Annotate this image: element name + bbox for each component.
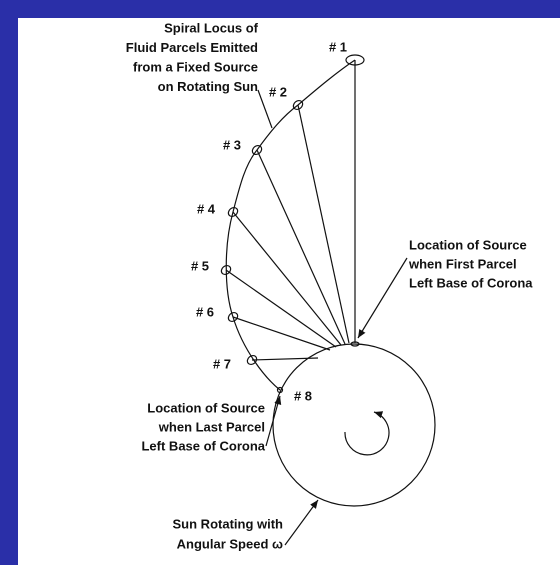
annotation: Left Base of Corona (141, 438, 265, 453)
panel (18, 18, 560, 565)
annotation: Angular Speed ω (177, 536, 283, 551)
annotation: Fluid Parcels Emitted (126, 40, 258, 55)
parcel-label: # 5 (191, 258, 209, 273)
annotation: from a Fixed Source (133, 59, 258, 74)
parcel-label: # 6 (196, 304, 214, 319)
diagram: # 1 # 2 # 3 # 4 # 5 # 6 # 7 # 8 Spiral Locus of F… (0, 0, 560, 565)
parcel-label: # 3 (223, 137, 241, 152)
parcel-label: # 4 (197, 201, 216, 216)
annotation: Location of Source (147, 400, 265, 415)
annotation: Spiral Locus of (164, 20, 259, 35)
page: # 1 # 2 # 3 # 4 # 5 # 6 # 7 # 8 Spiral Locus of F… (0, 0, 560, 565)
annotation: Left Base of Corona (409, 275, 533, 290)
annotation: when First Parcel (408, 256, 517, 271)
annotation: on Rotating Sun (158, 79, 258, 94)
parcel-label: # 8 (294, 388, 312, 403)
parcel-label: # 2 (269, 84, 287, 99)
annotation: Sun Rotating with (173, 516, 284, 531)
annotation: when Last Parcel (158, 419, 265, 434)
parcel-label: # 1 (329, 39, 347, 54)
parcel-label: # 7 (213, 356, 231, 371)
annotation: Location of Source (409, 237, 527, 252)
